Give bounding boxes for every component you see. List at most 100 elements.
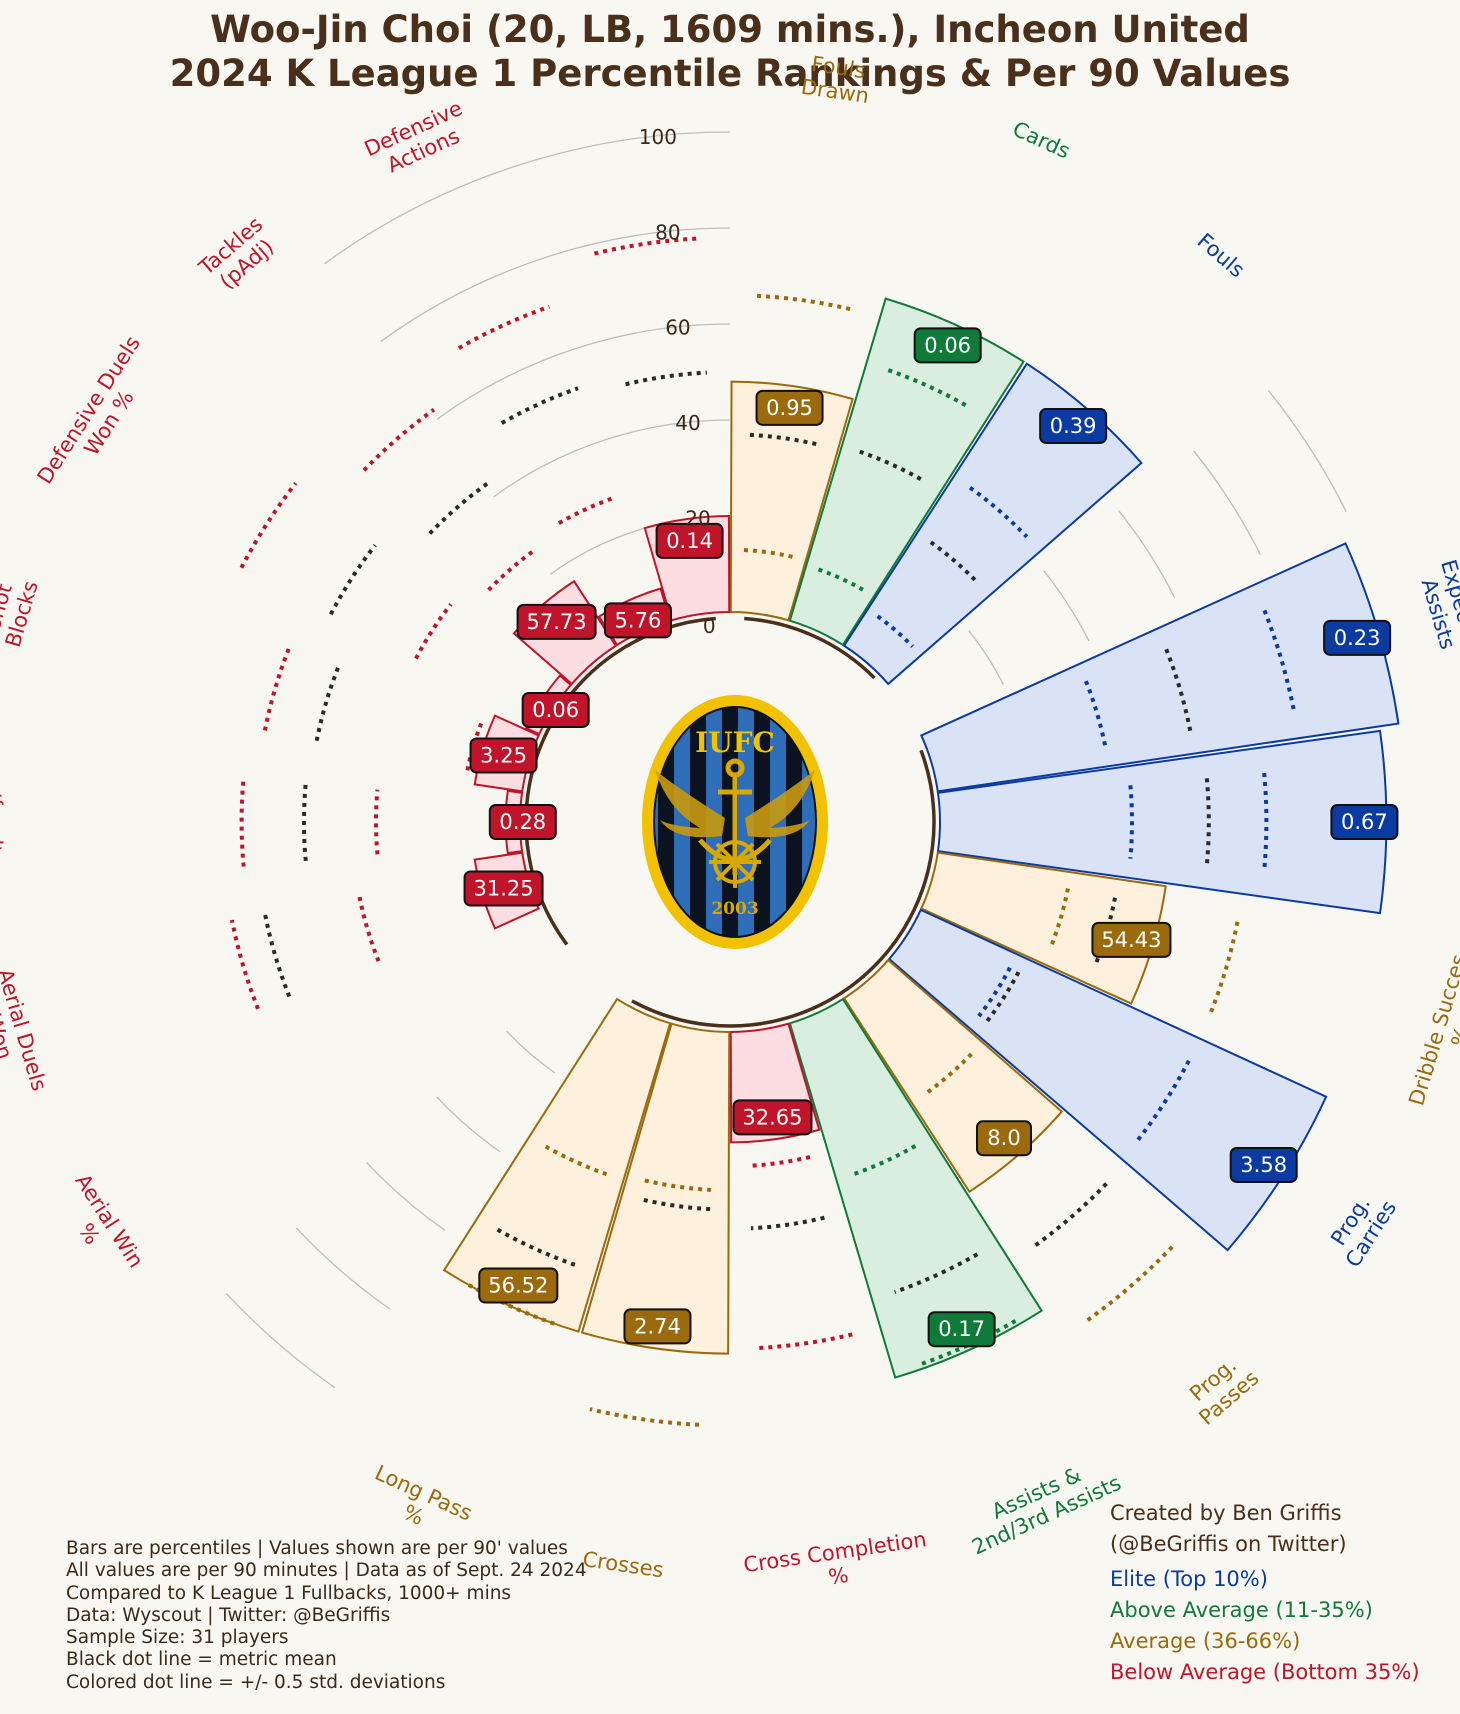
bar [580, 1022, 731, 1355]
value-box [927, 1311, 996, 1348]
band-high-dots [229, 919, 260, 1010]
credit-line2: (@BeGriffis on Twitter) [1110, 1532, 1347, 1556]
mean-dots [302, 782, 308, 862]
group-separator-arc [744, 616, 876, 680]
band-low-dots [1084, 680, 1108, 749]
metric-label: Aerial DuelsWon [0, 966, 51, 1100]
value-label: 0.39 [1050, 414, 1097, 438]
band-high-dots [756, 293, 853, 312]
grid-ring-arc [380, 227, 731, 342]
reference-dots-layer [229, 236, 1296, 1427]
mean-dots [1204, 778, 1211, 866]
value-box [755, 389, 824, 426]
metric-label: Tackles(pAdj) [194, 212, 283, 299]
band-high-dots [464, 1281, 555, 1326]
value-box [469, 737, 538, 774]
tick-label: 20 [685, 507, 710, 531]
value-label: 54.43 [1101, 928, 1161, 952]
metric-label: Prog.Passes [1179, 1347, 1264, 1429]
metric-label: DefensiveActions [361, 96, 476, 183]
band-low-dots [1128, 785, 1134, 859]
radial-tick-labels: 0 20 40 60 80 100 [639, 125, 716, 638]
value-box [913, 327, 982, 364]
band-high-dots [968, 486, 1029, 539]
bar [729, 380, 854, 622]
credit-line1: Created by Ben Griffis [1110, 1501, 1342, 1525]
value-label: 0.06 [532, 698, 579, 722]
band-low-dots [487, 548, 536, 592]
value-label: 0.95 [766, 396, 813, 420]
tick-label: 40 [675, 411, 700, 435]
legend-below-average: Below Average (Bottom 35%) [1110, 1660, 1420, 1684]
legend-average: Average (36-66%) [1110, 1629, 1301, 1653]
metric-label: ShotBlocks [0, 571, 43, 650]
band-low-dots [465, 722, 484, 771]
legend-above-average: Above Average (11-35%) [1110, 1598, 1373, 1622]
band-high-dots [1209, 921, 1240, 1014]
note-line: All values are per 90 minutes | Data as … [66, 1560, 587, 1582]
value-label: 8.0 [987, 1126, 1020, 1150]
band-high-dots [262, 646, 292, 731]
bar [788, 997, 1044, 1379]
value-box [478, 1267, 559, 1304]
band-low-dots [414, 603, 453, 660]
metric-label: ExpectedAssists [1413, 557, 1460, 665]
value-label: 32.65 [742, 1105, 802, 1129]
tick-label: 80 [655, 220, 680, 244]
wings-icon [655, 770, 815, 838]
mean-dots [639, 1197, 711, 1212]
mean-dots [314, 666, 341, 742]
note-line: Bars are percentiles | Values shown are … [66, 1538, 568, 1559]
band-low-dots [977, 966, 1012, 1018]
band-low-dots [747, 1155, 811, 1168]
value-label: 31.25 [473, 876, 533, 900]
metric-label: Defensive DuelsWon % [33, 332, 166, 502]
band-high-dots [589, 1407, 700, 1427]
bar [887, 908, 1328, 1252]
credit-legend: Created by Ben Griffis (@BeGriffis on Tw… [1110, 1498, 1420, 1688]
grid-ring-arc [493, 419, 731, 498]
band-low-dots [876, 614, 915, 648]
band-low-dots [1048, 888, 1070, 950]
band-low-dots [557, 495, 617, 525]
band-low-dots [357, 894, 381, 962]
value-label: 0.28 [499, 810, 546, 834]
metric-label: Assists &2nd/3rd Assists [958, 1449, 1124, 1560]
value-label: 3.58 [1240, 1153, 1287, 1177]
tick-label: 60 [665, 316, 690, 340]
metric-label: Cards [1009, 117, 1074, 164]
grid-ring-arc [1118, 510, 1176, 599]
footnotes: Bars are percentiles | Values shown are … [66, 1538, 587, 1694]
bar [920, 542, 1400, 793]
band-low-dots [817, 567, 864, 592]
legend-elite: Elite (Top 10%) [1110, 1567, 1268, 1591]
ship-wheel-icon [709, 836, 761, 888]
value-label: 0.67 [1341, 810, 1388, 834]
value-label: 0.06 [924, 333, 971, 357]
mean-dots [329, 543, 377, 616]
note-line: Colored dot line = +/- 0.5 std. deviatio… [66, 1671, 446, 1693]
value-labels-layer: 0.95 0.06 0.39 0.23 0.67 54.43 3.58 8.0 0.17 32.6… [463, 327, 1399, 1348]
mean-dots [859, 449, 926, 484]
band-high-dots [887, 368, 969, 409]
note-line: Sample Size: 31 players [66, 1627, 289, 1649]
crest-letters: IUFC [695, 726, 775, 759]
metric-label: Acceleration withBall [1456, 731, 1460, 913]
bar [442, 997, 672, 1333]
mean-dots [1164, 648, 1193, 732]
mean-dots [495, 1227, 576, 1267]
mean-dots [984, 971, 1021, 1024]
metric-label: Long Pass% [361, 1461, 476, 1548]
value-box [516, 603, 597, 640]
mean-dots [262, 913, 292, 998]
club-crest: IUFC 2003 [642, 695, 828, 949]
value-label: 57.73 [527, 610, 587, 634]
mean-dots [894, 1252, 979, 1294]
radial-grid [225, 131, 1347, 1389]
value-box [1323, 619, 1392, 656]
note-line: Compared to K League 1 Fullbacks, 1000+ … [66, 1582, 512, 1604]
bar [936, 729, 1388, 915]
metric-label: Crosses [581, 1547, 665, 1582]
note-line: Black dot line = metric mean [66, 1649, 337, 1671]
